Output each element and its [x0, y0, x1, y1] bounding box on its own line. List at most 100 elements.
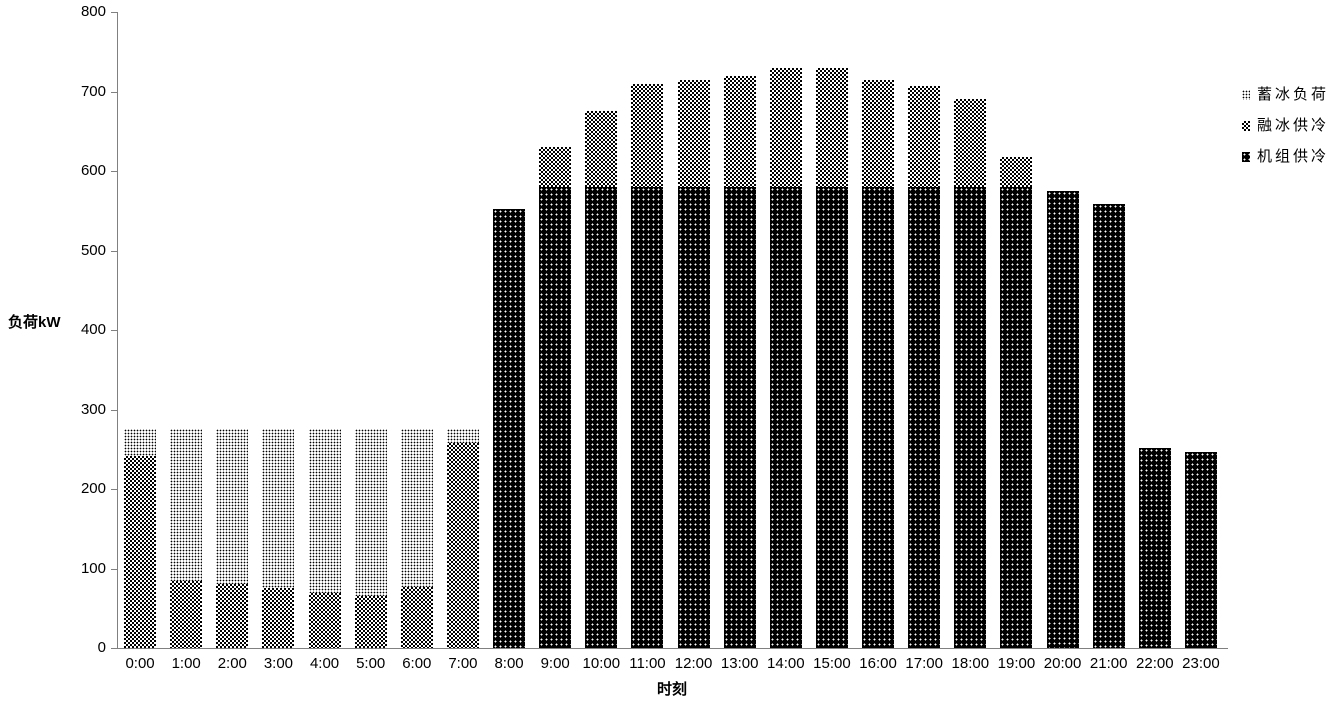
x-tick-label: 19:00 — [997, 655, 1036, 672]
legend-item: 蓄冰负荷 — [1242, 86, 1329, 104]
bar-segment-ice-melt-cooling — [677, 79, 710, 187]
y-tick-mark — [111, 568, 117, 570]
y-tick-label: 800 — [80, 3, 106, 20]
bar-segment-ice-melt-cooling — [585, 111, 618, 187]
x-tick-label: 1:00 — [171, 655, 201, 672]
y-tick-mark — [111, 250, 117, 252]
x-tick-label: 9:00 — [540, 655, 570, 672]
x-tick-label: 22:00 — [1136, 655, 1174, 672]
legend-label: 融冰供冷 — [1257, 117, 1330, 134]
x-tick-label: 4:00 — [309, 655, 340, 672]
bar-segment-ice-melt-cooling — [908, 85, 941, 187]
y-axis-title: 负荷kW — [8, 314, 61, 331]
bar-segment-ice-melt-cooling — [262, 587, 295, 648]
y-tick-label: 200 — [80, 480, 106, 497]
x-tick-label: 11:00 — [629, 655, 666, 672]
bar-segment-ice-storage-load — [354, 428, 387, 596]
x-tick-label: 8:00 — [494, 655, 524, 672]
y-tick-label: 100 — [80, 559, 106, 577]
bar-segment-ice-melt-cooling — [170, 581, 203, 648]
y-tick-mark — [111, 330, 117, 331]
x-tick-label: 12:00 — [674, 655, 713, 672]
bar-segment-ice-storage-load — [216, 428, 249, 584]
x-tick-label: 15:00 — [813, 655, 851, 672]
legend-item: 机组供冷 — [1242, 148, 1329, 166]
legend-swatch-light-dots-icon — [1242, 90, 1250, 100]
bar-segment-ice-storage-load — [262, 428, 295, 588]
bar-segment-unit-cooling — [862, 186, 895, 648]
bar-segment-unit-cooling — [1184, 451, 1217, 648]
y-tick-mark — [111, 171, 117, 172]
bar-segment-unit-cooling — [954, 186, 987, 648]
y-axis-line — [117, 12, 118, 648]
x-tick-label: 7:00 — [448, 655, 478, 672]
y-tick-mark — [111, 409, 117, 411]
bar-segment-ice-melt-cooling — [723, 75, 756, 187]
bar-segment-ice-melt-cooling — [815, 67, 848, 187]
bar-segment-unit-cooling — [723, 186, 756, 648]
legend-swatch-black-dots-icon — [1242, 152, 1250, 162]
bar-segment-ice-melt-cooling — [124, 455, 157, 648]
legend-item: 融冰供冷 — [1242, 117, 1329, 135]
bar-segment-unit-cooling — [908, 186, 941, 648]
bar-segment-unit-cooling — [631, 186, 664, 648]
bar-segment-unit-cooling — [677, 186, 710, 648]
legend-label: 蓄冰负荷 — [1257, 86, 1330, 103]
bar-segment-unit-cooling — [1046, 190, 1079, 648]
x-tick-label: 2:00 — [217, 655, 247, 672]
bar-segment-ice-melt-cooling — [631, 83, 664, 187]
bar-segment-unit-cooling — [539, 186, 572, 648]
bar-segment-ice-melt-cooling — [446, 442, 479, 648]
x-tick-label: 3:00 — [263, 655, 294, 672]
x-tick-label: 0:00 — [125, 655, 155, 672]
bar-segment-ice-melt-cooling — [354, 595, 387, 648]
bar-segment-ice-melt-cooling — [1000, 157, 1033, 187]
bar-segment-unit-cooling — [493, 209, 526, 648]
bar-segment-unit-cooling — [769, 186, 802, 648]
bar-segment-ice-melt-cooling — [308, 593, 341, 648]
x-tick-label: 16:00 — [859, 655, 897, 672]
x-axis-line — [111, 648, 1228, 649]
bar-segment-ice-storage-load — [308, 428, 341, 594]
bar-segment-ice-melt-cooling — [954, 99, 987, 187]
y-tick-label: 700 — [80, 82, 106, 100]
x-tick-label: 6:00 — [402, 655, 432, 672]
bar-segment-ice-storage-load — [446, 428, 479, 443]
bar-segment-ice-storage-load — [124, 428, 157, 456]
bar-segment-unit-cooling — [585, 186, 618, 648]
x-axis-title: 时刻 — [656, 681, 687, 698]
x-tick-label: 5:00 — [356, 655, 386, 672]
y-tick-label: 0 — [97, 639, 106, 656]
bar-segment-ice-melt-cooling — [400, 586, 433, 648]
legend-label: 机组供冷 — [1257, 148, 1330, 165]
x-tick-label: 21:00 — [1089, 655, 1128, 672]
y-tick-label: 400 — [80, 321, 106, 338]
y-tick-label: 600 — [80, 162, 106, 179]
x-tick-label: 23:00 — [1182, 655, 1220, 672]
bar-segment-unit-cooling — [1092, 204, 1125, 648]
y-tick-mark — [111, 91, 117, 93]
bar-segment-ice-storage-load — [170, 428, 203, 582]
bar-segment-unit-cooling — [1138, 447, 1171, 648]
bar-segment-unit-cooling — [1000, 186, 1033, 648]
x-tick-label: 18:00 — [951, 655, 990, 672]
bar-segment-ice-melt-cooling — [862, 79, 895, 187]
bar-segment-ice-melt-cooling — [216, 583, 249, 648]
y-tick-label: 300 — [80, 400, 106, 418]
y-tick-label: 500 — [80, 241, 106, 259]
bar-segment-ice-melt-cooling — [539, 147, 572, 187]
bar-segment-unit-cooling — [815, 186, 848, 648]
y-tick-mark — [111, 648, 117, 649]
x-tick-label: 20:00 — [1043, 655, 1082, 672]
bar-segment-ice-storage-load — [400, 428, 433, 587]
y-tick-mark — [111, 12, 117, 13]
x-tick-label: 13:00 — [720, 655, 759, 672]
legend: 蓄冰负荷融冰供冷机组供冷 — [1242, 86, 1329, 179]
x-tick-label: 10:00 — [582, 655, 621, 672]
legend-swatch-checker-icon — [1242, 121, 1250, 131]
x-tick-label: 17:00 — [905, 655, 943, 672]
x-tick-label: 14:00 — [767, 655, 805, 672]
y-tick-mark — [111, 489, 117, 490]
bar-segment-ice-melt-cooling — [769, 67, 802, 187]
